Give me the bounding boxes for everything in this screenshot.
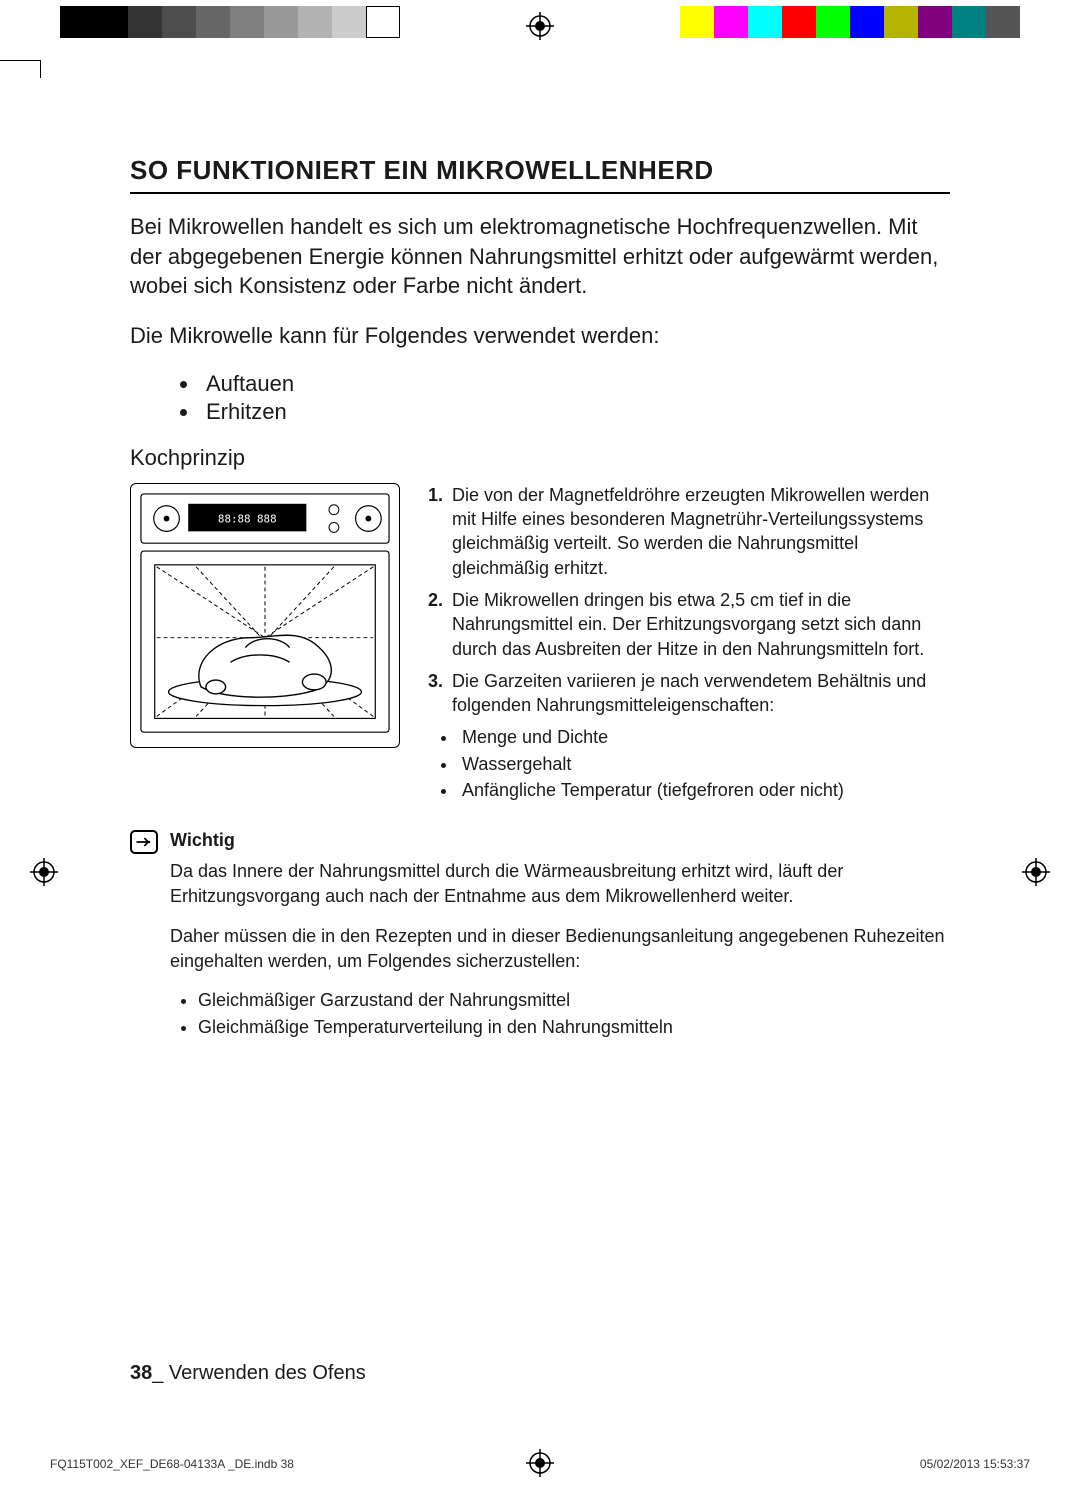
oven-diagram: 88:88 888 — [130, 483, 400, 748]
color-swatch — [680, 6, 714, 38]
color-swatch — [782, 6, 816, 38]
list-item-text: Die Mikrowellen dringen bis etwa 2,5 cm … — [452, 588, 950, 661]
list-item-text: Die Garzeiten variieren je nach verwende… — [452, 669, 950, 718]
color-swatch — [952, 6, 986, 38]
intro-paragraph: Bei Mikrowellen handelt es sich um elekt… — [130, 212, 950, 301]
list-item: Erhitzen — [200, 399, 950, 425]
principle-item: 3.Die Garzeiten variieren je nach verwen… — [428, 669, 950, 718]
principle-text: 1.Die von der Magnetfeldröhre erzeugten … — [428, 483, 950, 804]
list-number: 3. — [428, 669, 452, 718]
list-item: Gleichmäßige Temperaturverteilung in den… — [198, 1015, 950, 1040]
page-footer: 38_ Verwenden des Ofens — [130, 1362, 366, 1385]
color-swatch — [230, 6, 264, 38]
principle-item: 2.Die Mikrowellen dringen bis etwa 2,5 c… — [428, 588, 950, 661]
color-swatch — [128, 6, 162, 38]
color-swatch — [366, 6, 400, 38]
color-swatch — [748, 6, 782, 38]
color-swatch — [816, 6, 850, 38]
svg-text:88:88 888: 88:88 888 — [218, 512, 277, 525]
color-swatch — [986, 6, 1020, 38]
note-title: Wichtig — [170, 828, 950, 853]
color-swatch — [196, 6, 230, 38]
color-swatch — [94, 6, 128, 38]
page-content: SO FUNKTIONIERT EIN MIKROWELLENHERD Bei … — [130, 155, 950, 1042]
color-swatch — [918, 6, 952, 38]
principle-item: 1.Die von der Magnetfeldröhre erzeugten … — [428, 483, 950, 580]
list-item: Wassergehalt — [458, 752, 950, 777]
list-item: Anfängliche Temperatur (tiefgefroren ode… — [458, 778, 950, 803]
important-icon — [130, 830, 158, 854]
color-swatch — [332, 6, 366, 38]
list-item: Auftauen — [200, 371, 950, 397]
page-section-label: _ Verwenden des Ofens — [152, 1362, 365, 1384]
registration-mark-right — [1022, 858, 1050, 886]
page-number: 38 — [130, 1362, 152, 1384]
use-list: AuftauenErhitzen — [130, 371, 950, 425]
registration-mark-left — [30, 858, 58, 886]
note-list: Gleichmäßiger Garzustand der Nahrungsmit… — [170, 988, 950, 1040]
color-swatch — [60, 6, 94, 38]
color-swatch — [714, 6, 748, 38]
color-swatch — [884, 6, 918, 38]
list-number: 1. — [428, 483, 452, 580]
color-swatch — [264, 6, 298, 38]
important-note: Wichtig Da das Innere der Nahrungsmittel… — [130, 828, 950, 1042]
intro-paragraph-2: Die Mikrowelle kann für Folgendes verwen… — [130, 321, 950, 351]
note-paragraph: Da das Innere der Nahrungsmittel durch d… — [170, 859, 950, 909]
print-metadata: FQ115T002_XEF_DE68-04133A _DE.indb 38 05… — [50, 1457, 1030, 1471]
note-paragraph: Daher müssen die in den Rezepten und in … — [170, 924, 950, 974]
color-swatch — [298, 6, 332, 38]
section-title: SO FUNKTIONIERT EIN MIKROWELLENHERD — [130, 155, 950, 194]
color-swatch — [162, 6, 196, 38]
crop-rule — [0, 60, 40, 61]
list-item-text: Die von der Magnetfeldröhre erzeugten Mi… — [452, 483, 950, 580]
principle-sublist: Menge und DichteWassergehaltAnfängliche … — [428, 725, 950, 803]
crop-rule — [40, 60, 41, 78]
list-number: 2. — [428, 588, 452, 661]
print-filename: FQ115T002_XEF_DE68-04133A _DE.indb 38 — [50, 1457, 294, 1471]
list-item: Menge und Dichte — [458, 725, 950, 750]
color-swatch — [850, 6, 884, 38]
print-timestamp: 05/02/2013 15:53:37 — [920, 1457, 1030, 1471]
subheading-kochprinzip: Kochprinzip — [130, 445, 950, 471]
list-item: Gleichmäßiger Garzustand der Nahrungsmit… — [198, 988, 950, 1013]
registration-mark-top — [526, 12, 554, 40]
